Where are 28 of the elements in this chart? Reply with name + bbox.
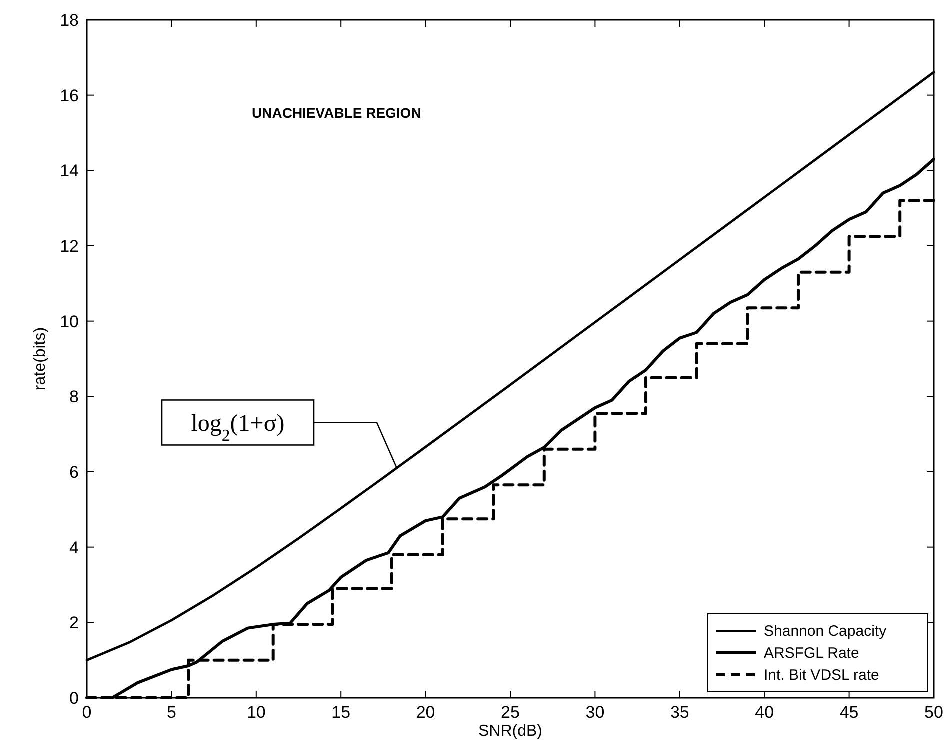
x-tick-label: 15 xyxy=(332,703,351,722)
y-axis-title: rate(bits) xyxy=(32,327,49,391)
y-tick-label: 0 xyxy=(70,688,79,708)
x-tick-label: 45 xyxy=(840,703,859,722)
x-tick-label: 40 xyxy=(755,703,774,722)
annotation: UNACHIEVABLE REGION xyxy=(252,105,422,121)
y-tick-label: 12 xyxy=(60,236,79,256)
y-tick-label: 10 xyxy=(60,312,79,332)
y-tick-label: 4 xyxy=(70,538,79,558)
y-tick-label: 2 xyxy=(70,614,79,633)
x-tick-label: 10 xyxy=(246,703,266,722)
legend-label: Shannon Capacity xyxy=(764,623,888,640)
legend-label: Int. Bit VDSL rate xyxy=(764,667,880,684)
y-tick-label: 16 xyxy=(60,86,79,106)
x-tick-label: 35 xyxy=(670,703,690,722)
y-tick-label: 8 xyxy=(70,388,79,407)
y-tick-label: 14 xyxy=(60,162,79,181)
x-tick-label: 5 xyxy=(166,703,176,722)
legend-label: ARSFGL Rate xyxy=(764,645,860,662)
x-axis-title: SNR(dB) xyxy=(478,723,543,740)
x-tick-label: 20 xyxy=(416,703,436,722)
y-tick-label: 18 xyxy=(60,10,79,30)
x-tick-label: 50 xyxy=(924,703,944,722)
x-tick-label: 30 xyxy=(586,703,605,722)
annotation: log$_{2}$(1+σ) xyxy=(191,411,285,445)
y-tick-label: 6 xyxy=(70,462,79,482)
x-tick-label: 25 xyxy=(501,703,520,722)
x-tick-label: 0 xyxy=(82,703,92,722)
